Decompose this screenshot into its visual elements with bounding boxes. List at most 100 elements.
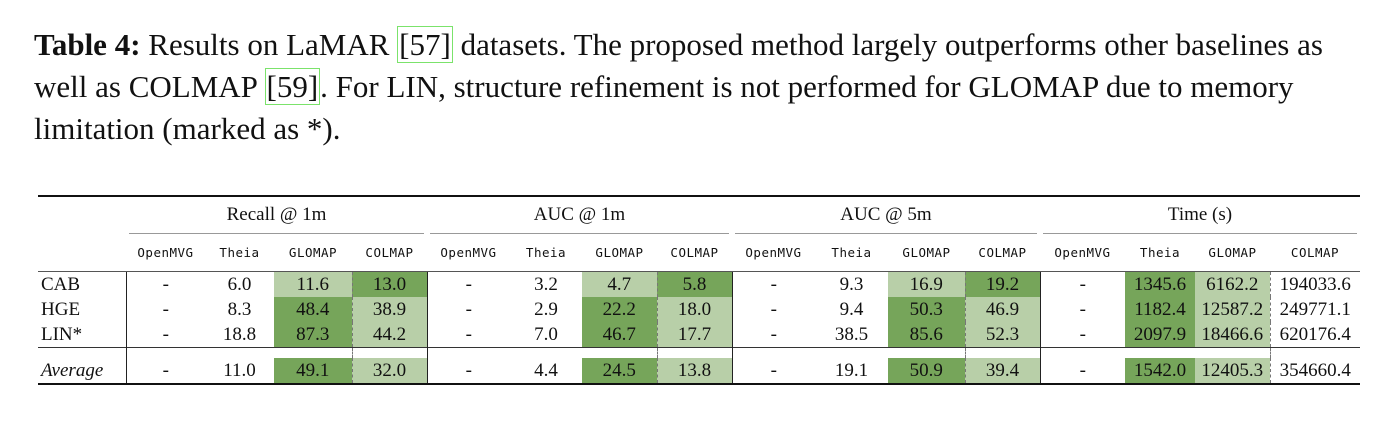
- table-cell: 19.2: [965, 271, 1041, 297]
- caption-label: Table 4:: [34, 27, 141, 62]
- row-label: LIN*: [38, 322, 127, 348]
- spacer: [126, 348, 205, 358]
- table-cell: 46.9: [965, 297, 1041, 322]
- corner-cell: [38, 234, 126, 272]
- cmidrule: [424, 233, 735, 234]
- method-header: COLMAP: [965, 234, 1040, 272]
- table-cell: 12405.3: [1195, 358, 1271, 385]
- caption-text: . For LIN, structure refinement is not p…: [34, 69, 1294, 146]
- table-cell: 1542.0: [1125, 358, 1195, 385]
- group-header: Time (s): [1167, 204, 1233, 225]
- cmidrule: [1037, 233, 1363, 234]
- table-cell: -: [126, 358, 205, 385]
- table-cell: 38.5: [834, 323, 869, 345]
- table-cell: -: [162, 273, 169, 295]
- table-cell: 2097.9: [1125, 322, 1195, 348]
- table-cell: 249771.1: [1279, 298, 1351, 320]
- table-cell: 24.5: [582, 358, 658, 385]
- spacer: [274, 348, 353, 358]
- table-row: [38, 233, 1363, 234]
- method-header: GLOMAP: [582, 234, 657, 272]
- table-cell: -: [1079, 323, 1086, 345]
- row-label: HGE: [38, 297, 127, 322]
- table-cell: -: [465, 273, 472, 295]
- table-cell: 11.0: [205, 358, 274, 385]
- table-cell: 49.1: [274, 358, 353, 385]
- table-cell: 46.7: [582, 322, 658, 348]
- table-cell: 2.9: [534, 298, 558, 320]
- citation-link-57[interactable]: [57]: [397, 26, 453, 63]
- cmidrule: [123, 233, 430, 234]
- table-cell: 50.3: [888, 297, 966, 322]
- spacer: [352, 348, 428, 358]
- spacer: [38, 348, 127, 358]
- table-cell: 38.9: [352, 297, 428, 322]
- table-cell: 87.3: [274, 322, 353, 348]
- table-cell: 194033.6: [1279, 273, 1351, 295]
- spacer: [582, 348, 658, 358]
- table-cell: 85.6: [888, 322, 966, 348]
- table-cell: -: [1079, 273, 1086, 295]
- method-header: OpenMVG: [732, 234, 815, 272]
- table-cell: 6162.2: [1195, 271, 1271, 297]
- table-cell: 12587.2: [1195, 297, 1271, 322]
- results-table: Recall @ 1m AUC @ 1m AUC @ 5m Time (s) OpenM…: [38, 195, 1363, 385]
- method-header: OpenMVG: [126, 234, 205, 272]
- table-cell: 18.0: [657, 297, 733, 322]
- table-cell: 1345.6: [1125, 271, 1195, 297]
- table-row: [38, 347, 1360, 348]
- spacer: [205, 348, 274, 358]
- spacer: [1040, 348, 1125, 358]
- table-cell: 32.0: [352, 358, 428, 385]
- method-header: OpenMVG: [427, 234, 510, 272]
- spacer: [1270, 348, 1360, 358]
- table-cell: 620176.4: [1279, 323, 1351, 345]
- table-cell: -: [465, 323, 472, 345]
- caption-text: Results on LaMAR: [140, 27, 398, 62]
- table-cell: 13.8: [657, 358, 733, 385]
- table-row: HGE - 8.3 48.4 38.9 - 2.9 22.2 18.0 - 9.4 50.3 46.9 -…: [38, 297, 1360, 322]
- caption-text: datasets. The proposed method largely ou…: [34, 27, 1323, 104]
- table-cell: 39.4: [965, 358, 1041, 385]
- table-cell: -: [162, 323, 169, 345]
- table-cell: 48.4: [274, 297, 353, 322]
- table-cell: 5.8: [657, 271, 733, 297]
- spacer: [965, 348, 1041, 358]
- spacer: [1125, 348, 1195, 358]
- table-cell: 4.4: [510, 358, 582, 385]
- group-header: AUC @ 5m: [840, 204, 932, 225]
- spacer: [815, 348, 888, 358]
- table-row: LIN* - 18.8 87.3 44.2 - 7.0 46.7 17.7 - 38.5 85.6 52…: [38, 322, 1360, 348]
- table-cell: -: [1040, 358, 1125, 385]
- citation-link-59[interactable]: [59]: [264, 68, 321, 105]
- table-cell: 6.0: [227, 273, 252, 295]
- method-header: Theia: [1125, 234, 1195, 272]
- table-row: OpenMVG Theia GLOMAP COLMAP OpenMVG Theia GLOM…: [38, 234, 1360, 272]
- table-cell: 3.2: [534, 273, 558, 295]
- table-cell: 354660.4: [1270, 358, 1360, 385]
- method-header: GLOMAP: [274, 234, 352, 272]
- method-header: Theia: [510, 234, 582, 272]
- table-cell: 9.4: [839, 298, 864, 320]
- table-cell: -: [162, 298, 169, 320]
- table-cell: 1182.4: [1125, 297, 1195, 322]
- table-caption: Table 4: Results on LaMAR [57] datasets.…: [34, 24, 1374, 150]
- table-cell: 44.2: [352, 322, 428, 348]
- group-header: Recall @ 1m: [226, 204, 327, 225]
- group-header: AUC @ 1m: [533, 204, 626, 225]
- table-cell: 19.1: [815, 358, 888, 385]
- row-label: CAB: [38, 271, 127, 297]
- method-header: GLOMAP: [888, 234, 965, 272]
- spacer: [657, 348, 733, 358]
- spacer: [888, 348, 966, 358]
- table-cell: -: [465, 298, 472, 320]
- row-label: Average: [38, 358, 127, 385]
- table-cell: 11.6: [274, 271, 353, 297]
- method-header: COLMAP: [657, 234, 732, 272]
- method-header: Theia: [815, 234, 888, 272]
- method-header: COLMAP: [352, 234, 427, 272]
- table-row: [38, 348, 1360, 358]
- table-cell: 18466.6: [1195, 322, 1271, 348]
- table-cell: 4.7: [582, 271, 658, 297]
- table-cell: -: [770, 323, 777, 345]
